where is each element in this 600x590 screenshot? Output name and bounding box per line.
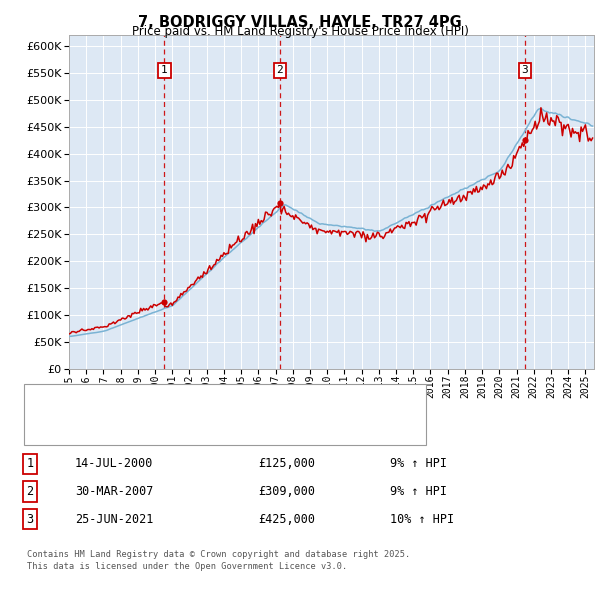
Text: 7, BODRIGGY VILLAS, HAYLE, TR27 4PG: 7, BODRIGGY VILLAS, HAYLE, TR27 4PG — [138, 15, 462, 30]
Text: HPI: Average price, detached house, Cornwall: HPI: Average price, detached house, Corn… — [69, 411, 344, 421]
Text: 7, BODRIGGY VILLAS, HAYLE, TR27 4PG (detached house): 7, BODRIGGY VILLAS, HAYLE, TR27 4PG (det… — [69, 392, 394, 402]
Text: 2: 2 — [277, 65, 283, 76]
Text: 30-MAR-2007: 30-MAR-2007 — [75, 485, 154, 498]
Text: ———: ——— — [33, 412, 56, 425]
Text: Contains HM Land Registry data © Crown copyright and database right 2025.: Contains HM Land Registry data © Crown c… — [27, 550, 410, 559]
Text: £125,000: £125,000 — [258, 457, 315, 470]
Text: 25-JUN-2021: 25-JUN-2021 — [75, 513, 154, 526]
Text: 9% ↑ HPI: 9% ↑ HPI — [390, 457, 447, 470]
Text: 2: 2 — [26, 485, 34, 498]
Text: 3: 3 — [521, 65, 529, 76]
Text: 9% ↑ HPI: 9% ↑ HPI — [390, 485, 447, 498]
Text: ———: ——— — [33, 392, 56, 405]
Text: 14-JUL-2000: 14-JUL-2000 — [75, 457, 154, 470]
Text: 1: 1 — [161, 65, 168, 76]
Text: £425,000: £425,000 — [258, 513, 315, 526]
Text: This data is licensed under the Open Government Licence v3.0.: This data is licensed under the Open Gov… — [27, 562, 347, 571]
Text: 10% ↑ HPI: 10% ↑ HPI — [390, 513, 454, 526]
Text: Price paid vs. HM Land Registry's House Price Index (HPI): Price paid vs. HM Land Registry's House … — [131, 25, 469, 38]
Text: 1: 1 — [26, 457, 34, 470]
Text: £309,000: £309,000 — [258, 485, 315, 498]
Text: 3: 3 — [26, 513, 34, 526]
